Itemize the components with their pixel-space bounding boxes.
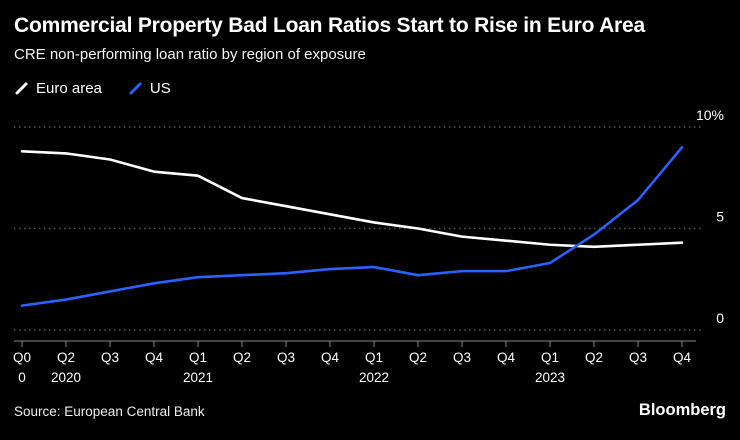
x-axis-quarter-label: Q3 bbox=[453, 350, 471, 365]
x-axis-quarter-label: Q3 bbox=[101, 350, 119, 365]
euro-area-line bbox=[20, 150, 684, 249]
legend: Euro area US bbox=[14, 80, 171, 97]
us-line bbox=[20, 145, 684, 307]
x-axis-quarter-label: Q1 bbox=[365, 350, 383, 365]
x-axis-quarter-label: Q1 bbox=[541, 350, 559, 365]
euro-area-line-swatch-icon bbox=[15, 82, 28, 95]
us-line-swatch-icon bbox=[129, 82, 142, 95]
x-axis-year-label: 0 bbox=[18, 370, 26, 385]
bloomberg-logo: Bloomberg bbox=[638, 401, 726, 419]
legend-item-us: US bbox=[128, 80, 171, 97]
x-axis-quarter-label: Q4 bbox=[673, 350, 692, 365]
legend-label-euro-area: Euro area bbox=[36, 80, 102, 97]
x-axis-year-label: 2022 bbox=[359, 370, 389, 385]
x-axis-year-label: 2020 bbox=[51, 370, 81, 385]
legend-label-us: US bbox=[149, 80, 171, 97]
page-title: Commercial Property Bad Loan Ratios Star… bbox=[14, 14, 645, 37]
x-axis-quarter-label: Q3 bbox=[629, 350, 647, 365]
x-axis-year-label: 2023 bbox=[535, 370, 565, 385]
x-axis-quarter-label: Q0 bbox=[13, 350, 31, 365]
legend-item-euro-area: Euro area bbox=[14, 80, 102, 97]
x-axis-year-label: 2021 bbox=[183, 370, 213, 385]
y-axis-label-0: 0 bbox=[716, 310, 724, 326]
x-axis-quarter-label: Q3 bbox=[277, 350, 295, 365]
y-axis-label-5: 5 bbox=[716, 209, 724, 225]
x-axis-quarter-label: Q2 bbox=[585, 350, 603, 365]
x-axis-quarter-label: Q1 bbox=[189, 350, 207, 365]
x-axis-quarter-label: Q4 bbox=[321, 350, 340, 365]
x-axis-quarter-label: Q2 bbox=[233, 350, 251, 365]
page-subtitle: CRE non-performing loan ratio by region … bbox=[14, 46, 366, 63]
y-axis-label-10: 10% bbox=[696, 107, 724, 123]
x-axis-quarter-label: Q2 bbox=[409, 350, 427, 365]
x-axis-quarter-label: Q4 bbox=[145, 350, 164, 365]
x-axis-quarter-label: Q2 bbox=[57, 350, 75, 365]
x-axis-quarter-label: Q4 bbox=[497, 350, 516, 365]
source-note: Source: European Central Bank bbox=[14, 404, 205, 419]
line-chart: 10% 5 0 Q0 Q2 Q3 Q4 Q1 Q2 Q3 Q4 Q1 Q2 Q3 Q4 Q1 Q2 Q3 Q4 0 20… bbox=[13, 107, 724, 385]
